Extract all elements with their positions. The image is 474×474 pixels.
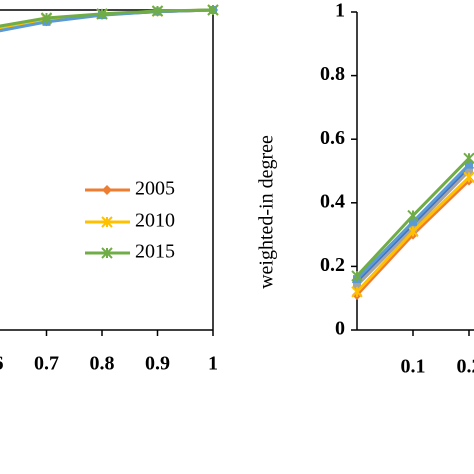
marker: [40, 12, 53, 24]
marker: [463, 171, 474, 184]
marker: [351, 286, 363, 298]
marker: [353, 281, 361, 290]
x-tick-label: 0.9: [145, 353, 170, 375]
y-tick-label: 0.4: [320, 190, 345, 212]
x-tick-label: 0.2: [457, 356, 474, 378]
y-tick-label: 0.2: [320, 254, 345, 276]
y-axis-label: weighted-in degree: [256, 135, 278, 289]
x-tick-label: 0.7: [34, 353, 59, 375]
marker: [407, 225, 419, 238]
legend-label: 2005: [135, 178, 175, 200]
marker: [465, 160, 473, 169]
y-tick-label: 0.6: [320, 127, 345, 149]
x-tick-label: 0.6: [0, 353, 4, 375]
marker: [102, 185, 112, 195]
x-tick-label: 1: [208, 353, 218, 375]
marker: [351, 270, 363, 282]
marker: [407, 209, 419, 222]
x-tick-label: 0.1: [401, 356, 426, 378]
marker: [463, 152, 474, 164]
y-tick-label: 0.8: [320, 63, 345, 85]
legend-label: 2010: [135, 210, 175, 232]
marker: [207, 4, 219, 16]
legend-label: 2015: [135, 241, 175, 263]
marker: [465, 167, 473, 175]
y-tick-label: 1: [335, 0, 345, 22]
marker: [96, 8, 108, 20]
marker: [151, 5, 164, 17]
x-tick-label: 0.8: [90, 353, 115, 375]
marker: [101, 216, 113, 228]
marker: [409, 217, 417, 226]
marker: [101, 247, 113, 259]
y-tick-label: 0: [335, 318, 345, 340]
